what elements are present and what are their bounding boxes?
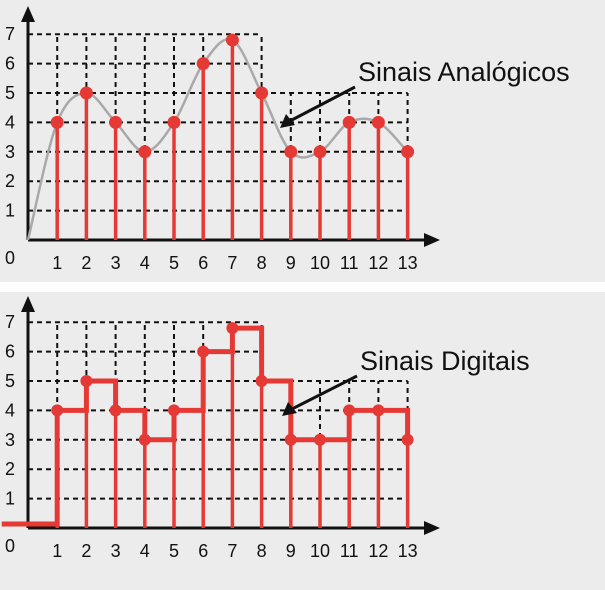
- x-tick-label: 1: [52, 541, 62, 561]
- y-tick-label: 3: [5, 142, 15, 162]
- sample-point: [255, 375, 268, 387]
- sample-point: [284, 145, 298, 159]
- x-tick-label: 5: [169, 541, 179, 561]
- sample-point: [79, 86, 93, 100]
- sample-point: [109, 404, 122, 417]
- y-axis-arrow-icon: [21, 296, 35, 312]
- sample-point: [401, 433, 414, 446]
- sample-point: [109, 115, 123, 129]
- origin-label: 0: [5, 536, 15, 556]
- sample-point: [371, 115, 385, 129]
- x-tick-label: 10: [310, 541, 330, 561]
- y-tick-label: 4: [5, 400, 15, 420]
- sample-point: [372, 404, 385, 417]
- digital-signal-panel: 1 2 3 4 5 6 7 1 2 3 4 5 6 7 8 9 10 11 12 13 0 Sinais Digitais: [0, 292, 605, 590]
- y-tick-label: 4: [5, 112, 15, 132]
- x-tick-label: 13: [398, 253, 418, 273]
- annotation-arrow: [289, 374, 358, 412]
- y-tick-label: 7: [5, 24, 15, 44]
- arrowhead-icon: [280, 114, 295, 128]
- annotation-label: Sinais Analógicos: [358, 57, 570, 87]
- x-tick-label: 3: [111, 253, 121, 273]
- annotation-label: Sinais Digitais: [360, 346, 530, 376]
- y-axis-arrow-icon: [21, 6, 35, 22]
- sample-point: [196, 57, 210, 71]
- x-tick-label: 9: [286, 541, 296, 561]
- y-tick-label: 7: [5, 312, 15, 332]
- sample-point: [255, 86, 269, 100]
- sample-point: [343, 404, 356, 417]
- x-tick-label: 8: [257, 541, 267, 561]
- origin-label: 0: [5, 248, 15, 268]
- x-tick-label: 4: [140, 541, 150, 561]
- y-tick-label: 2: [5, 459, 15, 479]
- sample-point: [313, 145, 327, 159]
- x-tick-label: 11: [340, 253, 359, 273]
- sample-point: [401, 145, 415, 159]
- x-tick-label: 8: [257, 253, 267, 273]
- sample-point: [80, 375, 93, 387]
- x-tick-label: 6: [198, 253, 208, 273]
- sample-point: [226, 322, 239, 335]
- x-tick-label: 5: [169, 253, 179, 273]
- x-tick-label: 10: [310, 253, 330, 273]
- x-tick-label: 11: [340, 541, 359, 561]
- x-tick-label: 6: [198, 541, 208, 561]
- x-tick-label: 12: [368, 253, 388, 273]
- y-tick-label: 1: [5, 489, 15, 509]
- x-tick-label: 13: [398, 541, 418, 561]
- sample-point: [167, 115, 181, 129]
- x-tick-label: 4: [140, 253, 150, 273]
- x-axis-arrow-icon: [424, 521, 440, 535]
- y-tick-label: 6: [5, 54, 15, 74]
- y-tick-label: 5: [5, 83, 15, 103]
- sample-point: [225, 33, 239, 47]
- sample-point: [168, 404, 180, 417]
- y-tick-label: 1: [5, 201, 15, 221]
- x-tick-label: 12: [368, 541, 388, 561]
- arrowhead-icon: [282, 402, 297, 416]
- sample-point: [51, 404, 64, 417]
- analog-signal-panel: 1 2 3 4 5 6 7 1 2 3 4 5 6 7 8 9 10 11 12 13 0 Sinais Analógic…: [0, 0, 605, 282]
- sample-point: [314, 433, 326, 446]
- sample-point: [197, 345, 210, 358]
- sample-point: [284, 433, 297, 446]
- y-tick-label: 2: [5, 171, 15, 191]
- sample-point: [342, 115, 356, 129]
- y-tick-label: 6: [5, 342, 15, 362]
- y-tick-label: 5: [5, 371, 15, 391]
- x-tick-label: 7: [227, 541, 237, 561]
- x-tick-label: 1: [52, 253, 62, 273]
- x-tick-label: 2: [81, 253, 91, 273]
- y-tick-label: 3: [5, 430, 15, 450]
- x-tick-label: 3: [111, 541, 121, 561]
- x-tick-label: 9: [286, 253, 296, 273]
- sample-point: [50, 115, 64, 129]
- sample-point: [138, 433, 151, 446]
- x-tick-label: 7: [227, 253, 237, 273]
- sample-point: [138, 145, 152, 159]
- annotation-arrow: [287, 85, 356, 124]
- x-tick-label: 2: [81, 541, 91, 561]
- x-axis-arrow-icon: [424, 233, 440, 247]
